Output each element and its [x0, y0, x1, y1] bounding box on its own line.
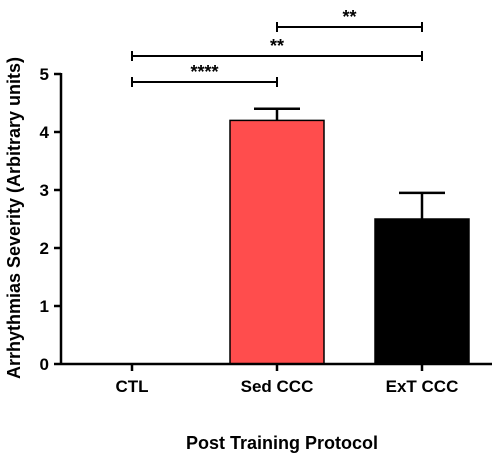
y-tick-label: 1: [40, 297, 49, 316]
x-tick-label: Sed CCC: [241, 377, 314, 396]
x-axis-title: Post Training Protocol: [186, 433, 378, 453]
bars: [229, 119, 470, 365]
x-axis: CTL Sed CCC ExT CCC: [61, 362, 492, 396]
y-tick-label: 2: [40, 239, 49, 258]
y-tick-label: 0: [40, 355, 49, 374]
error-bars: [254, 107, 445, 219]
significance-label: **: [270, 36, 284, 56]
x-tick-label: ExT CCC: [386, 377, 459, 396]
significance-label: ****: [190, 62, 218, 82]
bar: [374, 218, 470, 365]
y-tick-label: 3: [40, 181, 49, 200]
significance-label: **: [342, 7, 356, 27]
y-axis: 0 1 2 3 4 5: [40, 65, 63, 374]
bar: [229, 119, 325, 365]
y-axis-title: Arrhythmias Severity (Arbitrary units): [4, 57, 24, 379]
x-tick-label: CTL: [115, 377, 148, 396]
significance-brackets: ********: [131, 7, 423, 87]
y-tick-label: 5: [40, 65, 49, 84]
y-tick-label: 4: [40, 123, 50, 142]
